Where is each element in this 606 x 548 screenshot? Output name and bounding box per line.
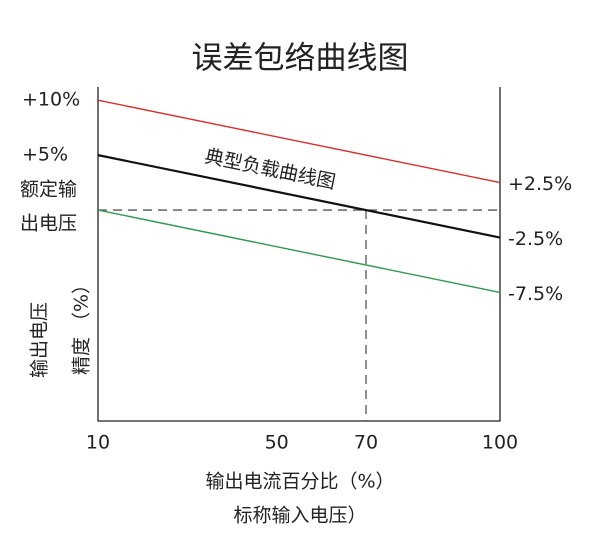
y2-tick-label: -2.5% (508, 228, 563, 250)
x-tick-label: 50 (265, 432, 289, 454)
x-axis-label: 输出电流百分比（%） (205, 471, 394, 493)
y-axis-label: 输出电压 (29, 302, 51, 378)
x-axis-label: 标称输入电压） (233, 505, 366, 527)
y2-tick-label: -7.5% (508, 283, 563, 305)
annotation: 典型负载曲线图 (203, 145, 338, 193)
y-tick-label: +5% (22, 144, 68, 166)
series-line (97, 154, 501, 239)
y-tick-label: 出电压 (20, 213, 77, 235)
series-line (97, 99, 501, 184)
x-tick-label: 10 (86, 432, 110, 454)
series-line (97, 209, 501, 294)
y-tick-label: +10% (22, 89, 80, 111)
axis-frame (97, 87, 501, 422)
y-axis-label: 精度 （%） (71, 275, 93, 375)
x-tick-label: 100 (482, 432, 518, 454)
y-tick-label: 额定输 (20, 179, 77, 201)
chart-title: 误差包络曲线图 (192, 41, 409, 77)
y2-tick-label: +2.5% (508, 173, 572, 195)
x-tick-label: 70 (354, 432, 378, 454)
